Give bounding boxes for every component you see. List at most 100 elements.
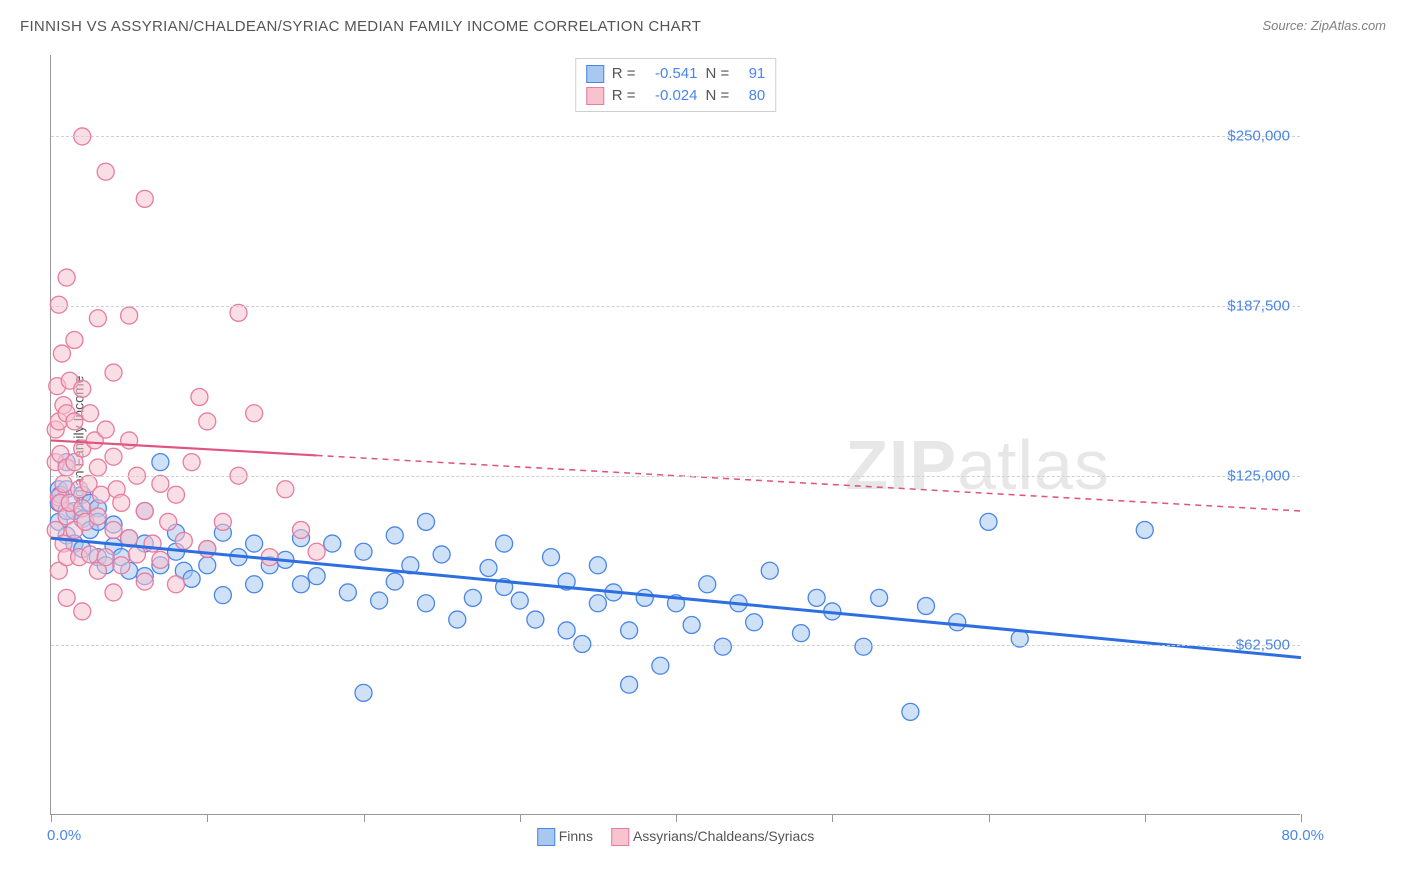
- x-tick: [364, 814, 365, 822]
- data-point-finns: [855, 638, 872, 655]
- data-point-finns: [902, 703, 919, 720]
- data-point-finns: [589, 595, 606, 612]
- data-point-assyrians: [105, 584, 122, 601]
- data-point-finns: [433, 546, 450, 563]
- data-point-finns: [527, 611, 544, 628]
- series-legend-label: Finns: [559, 828, 593, 844]
- x-axis-max-label: 80.0%: [1281, 827, 1324, 844]
- data-point-assyrians: [277, 481, 294, 498]
- data-point-assyrians: [293, 522, 310, 539]
- data-point-finns: [183, 570, 200, 587]
- data-point-assyrians: [113, 494, 130, 511]
- data-point-finns: [355, 684, 372, 701]
- gridline: [51, 136, 1300, 137]
- legend-swatch: [537, 828, 555, 846]
- data-point-finns: [339, 584, 356, 601]
- data-point-assyrians: [168, 576, 185, 593]
- data-point-assyrians: [214, 513, 231, 530]
- data-point-assyrians: [58, 269, 75, 286]
- data-point-finns: [246, 535, 263, 552]
- legend-r-value: -0.024: [644, 85, 698, 107]
- data-point-assyrians: [93, 486, 110, 503]
- data-point-finns: [918, 598, 935, 615]
- data-point-assyrians: [55, 475, 72, 492]
- data-point-assyrians: [175, 532, 192, 549]
- data-point-finns: [371, 592, 388, 609]
- data-point-finns: [496, 535, 513, 552]
- y-tick-label: $62,500: [1236, 637, 1290, 654]
- data-point-finns: [871, 589, 888, 606]
- data-point-assyrians: [191, 389, 208, 406]
- data-point-assyrians: [152, 475, 169, 492]
- data-point-finns: [574, 636, 591, 653]
- data-point-assyrians: [74, 380, 91, 397]
- series-legend-item: Finns: [537, 828, 593, 846]
- legend-swatch: [586, 87, 604, 105]
- data-point-finns: [464, 589, 481, 606]
- data-point-assyrians: [121, 307, 138, 324]
- data-point-assyrians: [136, 503, 153, 520]
- data-point-assyrians: [89, 459, 106, 476]
- data-point-assyrians: [121, 432, 138, 449]
- data-point-assyrians: [160, 513, 177, 530]
- data-point-assyrians: [89, 508, 106, 525]
- data-point-finns: [214, 587, 231, 604]
- data-point-finns: [652, 657, 669, 674]
- data-point-finns: [746, 614, 763, 631]
- plot-area: ZIPatlas R = -0.541N = 91R = -0.024N = 8…: [50, 55, 1300, 815]
- trend-line-assyrians-dashed: [317, 455, 1301, 511]
- series-legend-label: Assyrians/Chaldeans/Syriacs: [633, 828, 814, 844]
- data-point-finns: [793, 625, 810, 642]
- data-point-assyrians: [66, 332, 83, 349]
- data-point-assyrians: [53, 345, 70, 362]
- legend-swatch: [611, 828, 629, 846]
- x-tick: [51, 814, 52, 822]
- data-point-finns: [308, 568, 325, 585]
- data-point-finns: [699, 576, 716, 593]
- y-tick-label: $187,500: [1227, 298, 1290, 315]
- data-point-finns: [980, 513, 997, 530]
- data-point-assyrians: [152, 551, 169, 568]
- data-point-finns: [386, 573, 403, 590]
- data-point-finns: [324, 535, 341, 552]
- data-point-assyrians: [58, 589, 75, 606]
- data-point-finns: [511, 592, 528, 609]
- legend-row: R = -0.024N = 80: [586, 85, 766, 107]
- legend-r-label: R =: [612, 63, 636, 85]
- series-legend: Finns Assyrians/Chaldeans/Syriacs: [537, 828, 815, 846]
- data-point-finns: [480, 560, 497, 577]
- data-point-assyrians: [50, 296, 67, 313]
- data-point-assyrians: [136, 573, 153, 590]
- legend-swatch: [586, 65, 604, 83]
- chart-title: FINNISH VS ASSYRIAN/CHALDEAN/SYRIAC MEDI…: [20, 18, 701, 35]
- data-point-assyrians: [105, 448, 122, 465]
- data-point-finns: [621, 622, 638, 639]
- data-point-finns: [418, 513, 435, 530]
- data-point-finns: [152, 454, 169, 471]
- data-point-finns: [589, 557, 606, 574]
- data-point-finns: [449, 611, 466, 628]
- data-point-assyrians: [128, 546, 145, 563]
- data-point-finns: [621, 676, 638, 693]
- data-point-assyrians: [308, 543, 325, 560]
- data-point-finns: [683, 617, 700, 634]
- data-point-assyrians: [97, 549, 114, 566]
- scatter-plot-svg: [51, 55, 1300, 814]
- data-point-assyrians: [97, 163, 114, 180]
- data-point-finns: [246, 576, 263, 593]
- y-tick-label: $125,000: [1227, 467, 1290, 484]
- data-point-assyrians: [82, 405, 99, 422]
- data-point-finns: [761, 562, 778, 579]
- data-point-finns: [386, 527, 403, 544]
- data-point-assyrians: [97, 421, 114, 438]
- data-point-assyrians: [82, 546, 99, 563]
- data-point-finns: [636, 589, 653, 606]
- y-tick-label: $250,000: [1227, 128, 1290, 145]
- data-point-finns: [949, 614, 966, 631]
- data-point-assyrians: [105, 522, 122, 539]
- legend-n-label: N =: [706, 85, 730, 107]
- source-label: Source: ZipAtlas.com: [1262, 18, 1386, 33]
- x-tick: [207, 814, 208, 822]
- data-point-assyrians: [199, 413, 216, 430]
- gridline: [51, 476, 1300, 477]
